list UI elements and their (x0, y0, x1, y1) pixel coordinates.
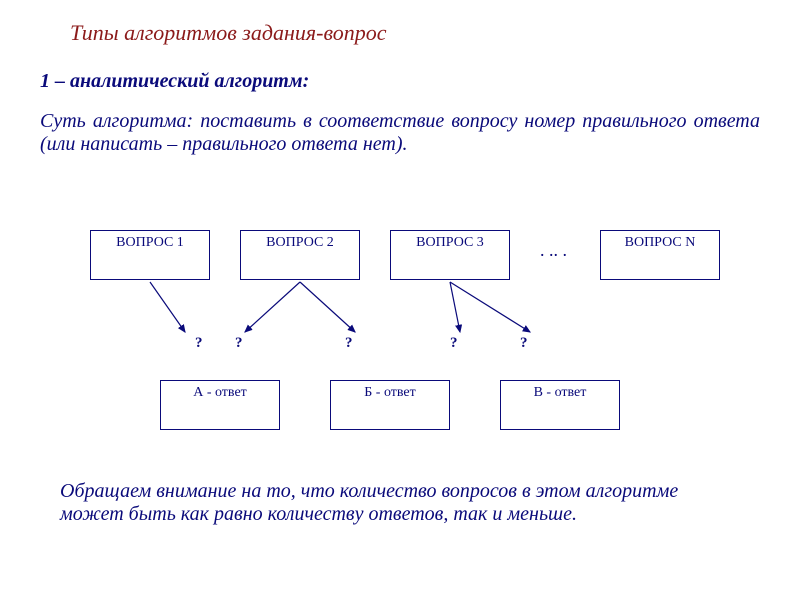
qmark-4: ? (450, 335, 458, 352)
qmark-3: ? (345, 335, 353, 352)
question-box-3: ВОПРОС 3 (390, 230, 510, 280)
arrow-5 (450, 282, 530, 332)
question-box-1: ВОПРОС 1 (90, 230, 210, 280)
arrow-1 (150, 282, 185, 332)
arrow-3 (300, 282, 355, 332)
ellipsis: . .. . (540, 240, 567, 261)
answer-box-3: В - ответ (500, 380, 620, 430)
footnote: Обращаем внимание на то, что количество … (60, 480, 700, 526)
qmark-2: ? (235, 335, 243, 352)
answer-box-1: А - ответ (160, 380, 280, 430)
arrows-group (150, 282, 530, 332)
qmark-1: ? (195, 335, 203, 352)
question-box-4: ВОПРОС N (600, 230, 720, 280)
answer-box-2: Б - ответ (330, 380, 450, 430)
arrow-2 (245, 282, 300, 332)
arrow-4 (450, 282, 460, 332)
qmark-5: ? (520, 335, 528, 352)
question-box-2: ВОПРОС 2 (240, 230, 360, 280)
